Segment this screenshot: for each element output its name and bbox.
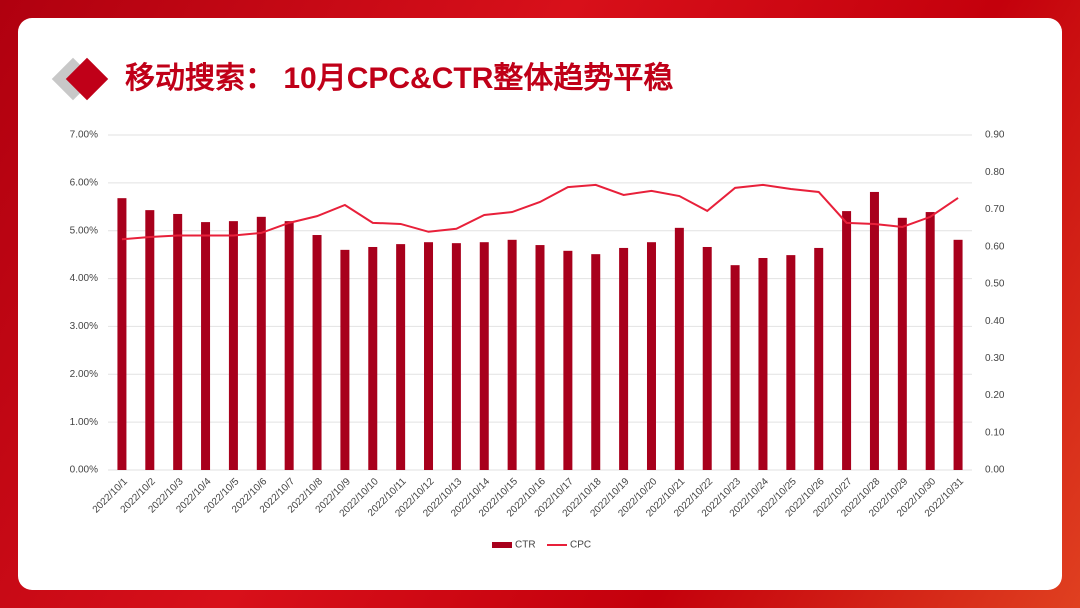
bar [869,191,879,470]
bar [507,239,517,470]
y2-tick-label: 0.60 [985,241,1005,252]
bar [842,211,852,471]
chart-title: 移动搜索： 10月CPC&CTR整体趋势平稳 [125,62,673,95]
bar [396,244,406,470]
bar [451,243,461,470]
bar [256,216,266,470]
bar [117,198,127,470]
bar [591,254,601,470]
bar [925,212,935,471]
legend-label: CPC [570,540,591,551]
y2-tick-label: 0.90 [985,130,1005,141]
y2-tick-label: 0.00 [985,465,1005,476]
y-tick-label: 0.00% [70,465,98,476]
bar [145,210,155,470]
bar [646,242,656,470]
bar [340,249,350,470]
bar [619,247,629,470]
bar [535,245,545,470]
legend-swatch [492,542,512,548]
y-tick-label: 1.00% [70,417,98,428]
bar [897,217,907,470]
y-tick-label: 5.00% [70,225,98,236]
bar [312,235,322,470]
bar [786,255,796,470]
y2-tick-label: 0.50 [985,279,1005,290]
y2-tick-label: 0.20 [985,390,1005,401]
y2-tick-label: 0.70 [985,204,1005,215]
y-tick-label: 7.00% [70,130,98,141]
bar [674,227,684,470]
bar [730,265,740,470]
y2-tick-label: 0.30 [985,353,1005,364]
y-tick-label: 4.00% [70,273,98,284]
bar [201,222,211,470]
bar [424,242,434,470]
y-tick-label: 3.00% [70,321,98,332]
bar [758,257,768,470]
bar [173,213,183,470]
y2-tick-label: 0.10 [985,427,1005,438]
bar [368,246,378,470]
line [121,183,959,241]
y2-tick-label: 0.40 [985,316,1005,327]
y2-tick-label: 0.80 [985,167,1005,178]
bar [953,239,963,470]
bar [228,221,238,470]
y-tick-label: 2.00% [70,369,98,380]
bar [702,246,712,470]
legend-label: CTR [515,540,536,551]
y-tick-label: 6.00% [70,177,98,188]
bar [284,221,294,470]
bar [563,250,573,470]
bar [479,242,489,470]
bar [814,247,824,470]
